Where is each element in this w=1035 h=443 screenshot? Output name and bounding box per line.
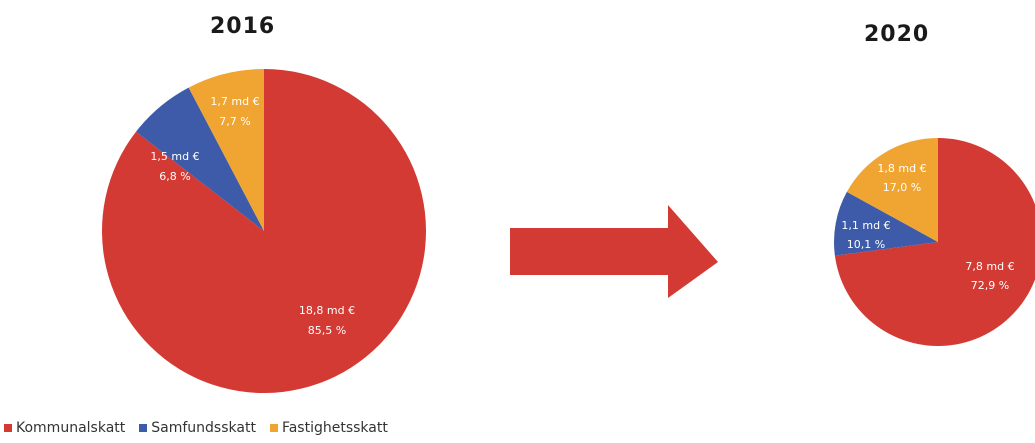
legend-label: Fastighetsskatt (281, 420, 388, 436)
slice-label-percent: 6,8 % (159, 170, 190, 183)
legend-swatch (269, 424, 278, 432)
slice-label-amount: 1,7 md € (210, 95, 259, 108)
slice-label-amount: 18,8 md € (299, 304, 355, 317)
legend-label: Kommunalskatt (16, 420, 126, 436)
pie-slice-fastighetsskatt (846, 138, 938, 242)
pie-slice-fastighetsskatt (188, 69, 264, 231)
legend: Kommunalskatt Samfundsskatt Fastighetssk… (4, 420, 388, 436)
slice-label-percent: 85,5 % (308, 324, 346, 337)
slice-label-percent: 10,1 % (847, 238, 885, 251)
legend-swatch (139, 424, 148, 432)
slice-label-amount: 1,5 md € (150, 150, 199, 163)
slice-label-amount: 1,8 md € (877, 162, 926, 175)
legend-label: Samfundsskatt (151, 420, 256, 436)
chart-title-2020: 2020 (864, 22, 930, 47)
chart-title-2016: 2016 (210, 14, 276, 39)
slice-label-amount: 1,1 md € (841, 219, 890, 232)
pie-slice-samfundsskatt (834, 191, 938, 256)
legend-item-samfundsskatt: Samfundsskatt (139, 420, 256, 436)
legend-item-fastighetsskatt: Fastighetsskatt (269, 420, 388, 436)
legend-item-kommunalskatt: Kommunalskatt (4, 420, 125, 436)
slice-label-percent: 72,9 % (971, 279, 1009, 292)
pie-slice-samfundsskatt (135, 87, 264, 231)
slice-label-amount: 7,8 md € (965, 260, 1014, 273)
legend-swatch (4, 424, 12, 432)
slice-label-percent: 17,0 % (883, 181, 921, 194)
pie-slice-kommunalskatt (834, 138, 1035, 346)
slice-label-percent: 7,7 % (219, 115, 250, 128)
